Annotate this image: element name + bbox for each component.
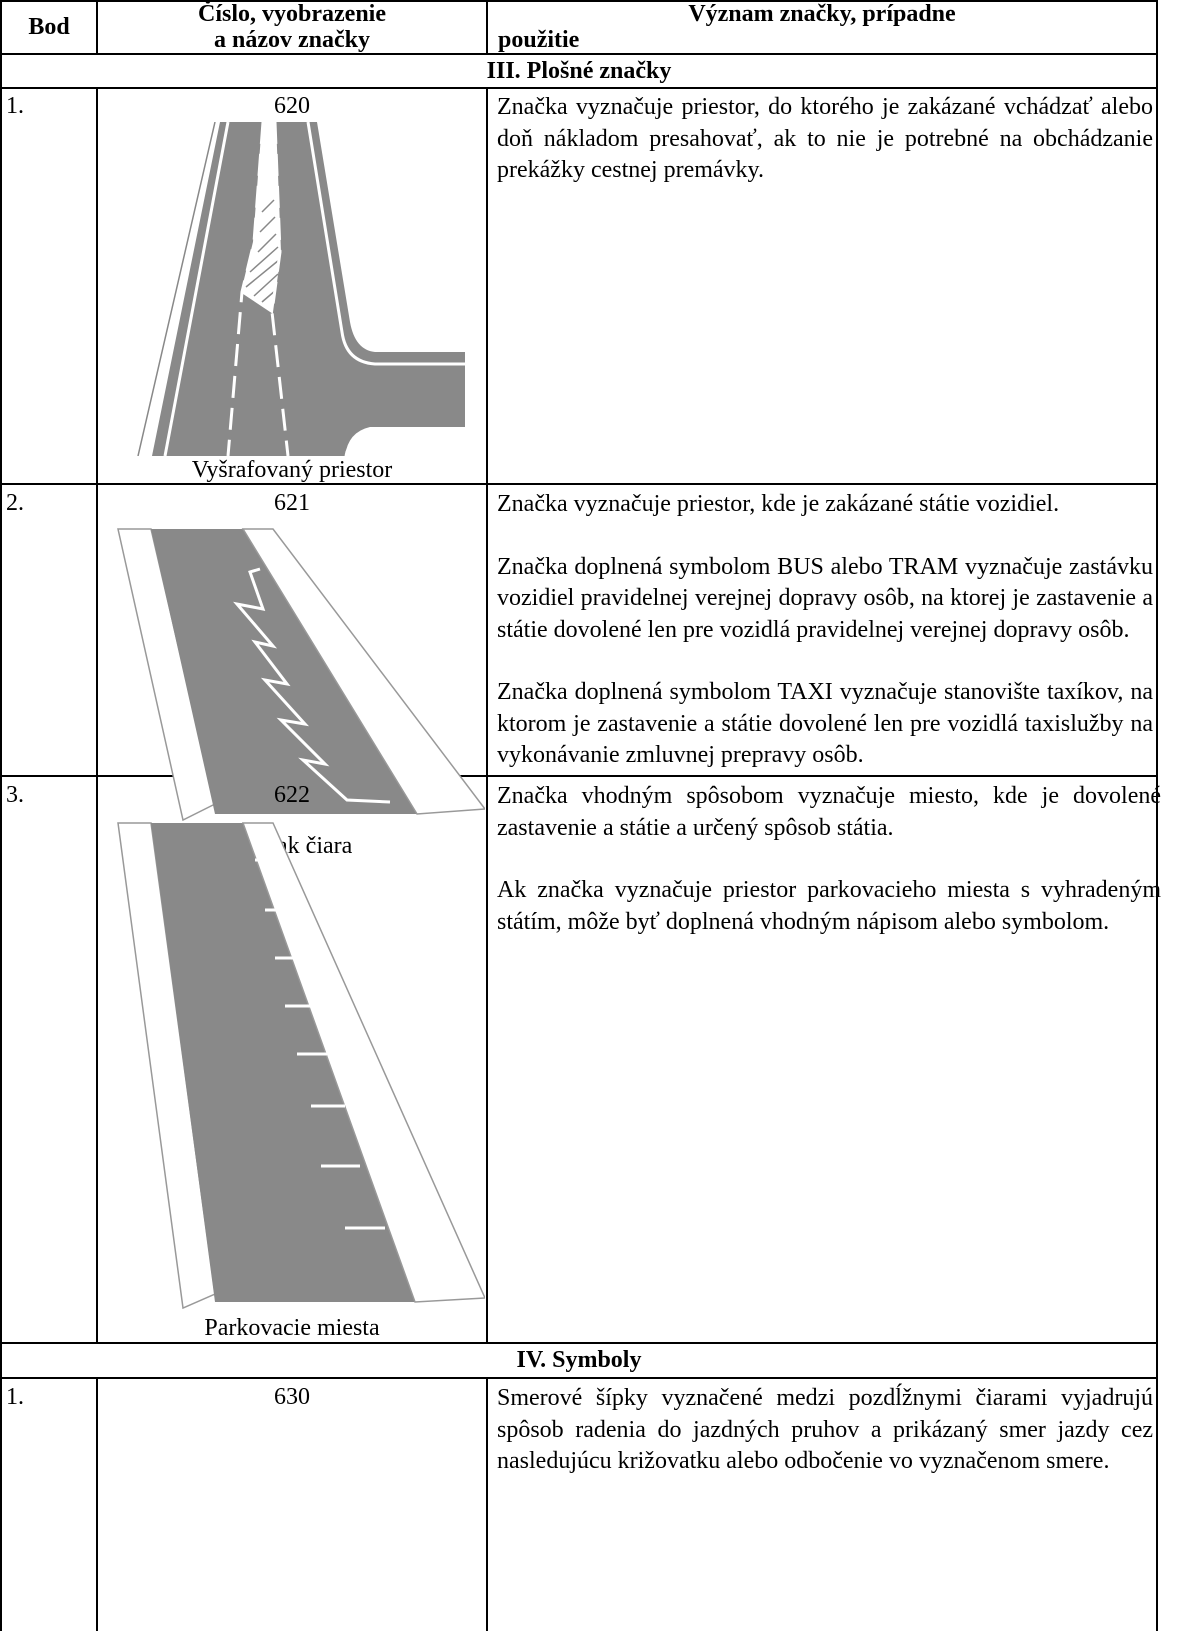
border — [0, 775, 1158, 777]
border — [0, 1377, 1158, 1379]
sign-number: 622 — [274, 782, 310, 808]
header-cell: Bod — [28, 14, 70, 40]
sign-name: Vyšrafovaný priestor — [191, 457, 393, 483]
paragraph: Značka vyznačuje priestor, kde je zakáza… — [497, 491, 1060, 517]
sign-number: 630 — [274, 1384, 310, 1410]
paragraph: Značka vyznačuje priestor, do ktorého je… — [497, 94, 1153, 183]
sign-name: Parkovacie miesta — [204, 1315, 380, 1341]
section-title: III. Plošné značky — [486, 58, 672, 84]
sign-image — [117, 528, 485, 822]
meaning: Značka vyznačuje priestor, do ktorého je… — [497, 92, 1153, 218]
meaning: Značka vhodným spôsobom vyznačuje miesto… — [497, 781, 1161, 969]
border — [0, 483, 1158, 485]
sign-number: 620 — [274, 93, 310, 119]
header-cell: použitie — [498, 27, 580, 53]
header-cell: Číslo, vyobrazenie — [198, 1, 386, 27]
paragraph: Značka vhodným spôsobom vyznačuje miesto… — [497, 783, 1161, 841]
border — [0, 1342, 1158, 1344]
border — [486, 0, 488, 55]
meaning: Smerové šípky vyznačené medzi pozdĺžnymi… — [497, 1383, 1153, 1509]
header-cell: Význam značky, prípadne — [688, 1, 956, 27]
sign-number: 621 — [274, 490, 310, 516]
meaning: Značka vyznačuje priestor, kde je zakáza… — [497, 489, 1153, 803]
border — [0, 0, 1158, 2]
point: 3. — [6, 782, 24, 808]
paragraph: Značka doplnená symbolom TAXI vyznačuje … — [497, 679, 1153, 768]
point: 2. — [6, 490, 24, 516]
sign-image — [117, 822, 485, 1310]
point: 1. — [6, 1384, 24, 1410]
border — [96, 1377, 98, 1631]
paragraph: Ak značka vyznačuje priestor parkovacieh… — [497, 877, 1161, 935]
border — [486, 87, 488, 1343]
border — [486, 1377, 488, 1631]
border — [0, 87, 1158, 89]
header-cell: a názov značky — [214, 27, 370, 53]
paragraph: Značka doplnená symbolom BUS alebo TRAM … — [497, 553, 1153, 643]
border — [0, 53, 1158, 55]
border — [96, 87, 98, 1343]
point: 1. — [6, 93, 24, 119]
section-title: IV. Symboly — [516, 1347, 642, 1373]
sign-image — [137, 122, 465, 456]
border — [0, 0, 2, 1631]
border — [96, 0, 98, 55]
paragraph: Smerové šípky vyznačené medzi pozdĺžnymi… — [497, 1385, 1153, 1474]
border — [1156, 0, 1158, 1631]
